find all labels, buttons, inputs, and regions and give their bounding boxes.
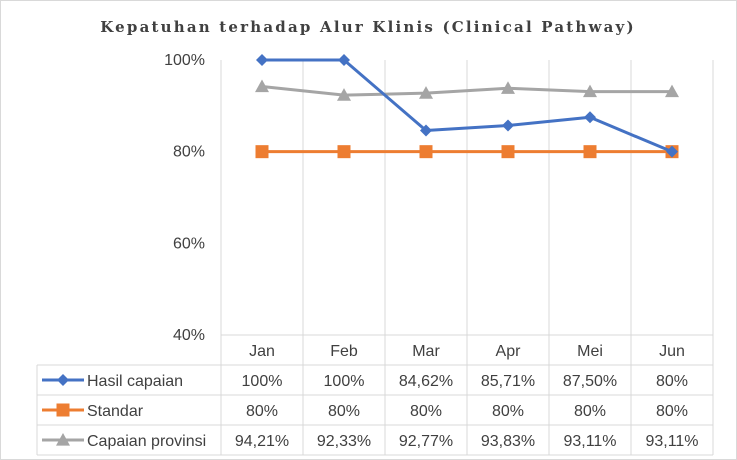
- legend-label: Capaian provinsi: [87, 433, 206, 450]
- data-table-cell: 80%: [656, 373, 688, 390]
- x-tick-label: Mar: [412, 343, 440, 360]
- legend-key-marker: [56, 433, 70, 446]
- legend-label: Standar: [87, 403, 144, 420]
- data-point: [255, 79, 269, 93]
- legend-key-marker: [57, 374, 69, 386]
- data-point: [583, 84, 597, 98]
- y-tick-label: 100%: [164, 52, 205, 69]
- x-tick-label: Apr: [496, 343, 522, 360]
- series-line: [262, 58, 673, 154]
- data-point: [666, 145, 678, 158]
- data-table-cell: 93,11%: [645, 433, 698, 450]
- data-table-cell: 80%: [246, 403, 278, 420]
- data-table-cell: 84,62%: [399, 373, 453, 390]
- y-tick-label: 60%: [173, 235, 205, 252]
- data-point: [665, 84, 679, 98]
- data-point: [583, 145, 597, 159]
- data-point: [502, 119, 514, 132]
- data-table-cell: 80%: [574, 403, 606, 420]
- series-layer: [255, 54, 679, 159]
- y-axis-ticks: 40% 60% 80% 100%: [164, 52, 205, 344]
- data-table-cell: 80%: [328, 403, 360, 420]
- legend-label: Hasil capaian: [87, 373, 183, 390]
- data-point: [420, 124, 432, 137]
- x-tick-label: Feb: [330, 343, 358, 360]
- y-tick-label: 80%: [173, 144, 205, 161]
- data-table-cell: 80%: [492, 403, 524, 420]
- data-table: Jan Feb Mar Apr Mei Jun Hasil capaian 100% 100% 8…: [36, 334, 713, 456]
- data-point: [419, 145, 433, 159]
- x-tick-label: Jan: [249, 343, 275, 360]
- data-table-cell: 100%: [324, 373, 365, 390]
- data-table-cell: 87,50%: [563, 373, 617, 390]
- data-point: [501, 145, 515, 159]
- data-point: [256, 54, 268, 66]
- data-table-cell: 80%: [656, 403, 688, 420]
- data-table-cell: 85,71%: [481, 373, 535, 390]
- data-point: [501, 81, 515, 94]
- series-line: [261, 85, 672, 97]
- data-point: [337, 88, 351, 101]
- data-point: [255, 145, 269, 159]
- data-table-cell: 100%: [242, 373, 283, 390]
- data-table-cell: 93,11%: [563, 433, 616, 450]
- data-table-cell: 94,21%: [235, 433, 289, 450]
- x-tick-label: Mei: [577, 343, 603, 360]
- data-table-cell: 92,77%: [399, 433, 453, 450]
- data-point: [419, 86, 433, 99]
- y-tick-label: 40%: [173, 327, 205, 344]
- legend-key-marker: [56, 403, 70, 417]
- x-tick-label: Jun: [659, 343, 685, 360]
- data-table-cell: 93,83%: [481, 433, 535, 450]
- data-point: [337, 145, 351, 159]
- gridlines: [220, 60, 714, 455]
- chart-title: Kepatuhan terhadap Alur Klinis (Clinical…: [100, 18, 636, 36]
- data-point: [338, 54, 350, 66]
- data-point: [584, 111, 596, 124]
- data-table-cell: 92,33%: [317, 433, 371, 450]
- data-table-cell: 80%: [410, 403, 442, 420]
